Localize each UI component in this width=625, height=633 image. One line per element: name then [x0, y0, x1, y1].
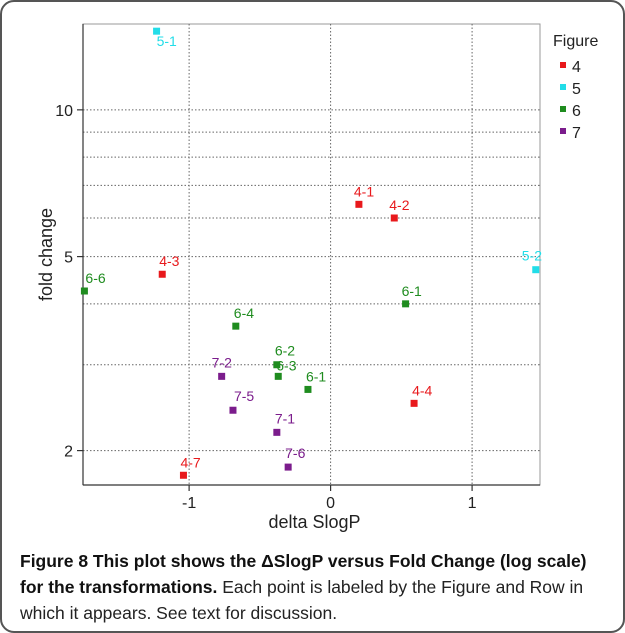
data-point: [229, 406, 237, 414]
data-point: [284, 463, 292, 471]
legend-marker: [560, 84, 566, 90]
data-label: 4-1: [354, 183, 374, 199]
data-label: 5-1: [157, 33, 177, 49]
data-point: [355, 200, 363, 208]
data-point: [402, 300, 410, 308]
legend-label: 6: [572, 103, 581, 120]
y-tick-label: 10: [55, 103, 73, 120]
data-point: [218, 372, 226, 380]
legend-label: 7: [572, 125, 581, 142]
data-point: [410, 399, 418, 407]
y-axis-label: fold change: [36, 208, 56, 301]
x-axis-label: delta SlogP: [268, 512, 360, 532]
x-tick-label: -1: [182, 495, 196, 512]
x-tick-label: 1: [468, 495, 477, 512]
figure-caption: Figure 8 This plot shows the ΔSlogP vers…: [20, 548, 610, 626]
data-label: 6-4: [234, 305, 254, 321]
y-tick-label: 2: [64, 444, 73, 461]
data-point: [158, 270, 166, 278]
legend-title: Figure: [553, 33, 598, 50]
data-point: [179, 471, 187, 479]
scatter-chart: -1 0 1 2 5 10 delta SlogP fold change Figure 4 5 6 7…: [36, 23, 598, 532]
data-point: [273, 428, 281, 436]
legend-label: 5: [572, 81, 581, 98]
data-label: 7-2: [212, 354, 232, 370]
data-label: 4-4: [412, 382, 432, 398]
data-point: [304, 385, 312, 393]
data-point: [532, 266, 540, 274]
data-point: [273, 361, 281, 369]
data-label: 4-3: [159, 253, 179, 269]
data-label: 6-2: [275, 343, 295, 359]
legend-marker: [560, 62, 566, 68]
data-label: 4-7: [180, 454, 200, 470]
caption-title: Figure 8 This plot shows the ΔSlogP vers…: [20, 551, 587, 597]
plot-area: [82, 23, 541, 486]
data-label: 7-6: [285, 445, 305, 461]
data-label: 6-1: [306, 368, 326, 384]
data-label: 4-2: [389, 197, 409, 213]
data-label: 6-6: [85, 270, 105, 286]
data-label: 6-3: [276, 357, 296, 373]
legend-marker: [560, 106, 566, 112]
legend-label: 4: [572, 59, 581, 76]
data-label: 7-1: [275, 410, 295, 426]
y-tick-label: 5: [64, 250, 73, 267]
data-label: 5-2: [522, 248, 542, 264]
legend-marker: [560, 128, 566, 134]
data-label: 7-5: [234, 388, 254, 404]
data-point: [274, 372, 282, 380]
data-label: 6-1: [402, 283, 422, 299]
data-point: [232, 322, 240, 330]
x-tick-label: 0: [326, 495, 335, 512]
data-point: [390, 214, 398, 222]
data-point: [153, 27, 161, 35]
caption-text: Each point is labeled by the Figure and …: [20, 577, 584, 623]
data-point: [80, 287, 88, 295]
